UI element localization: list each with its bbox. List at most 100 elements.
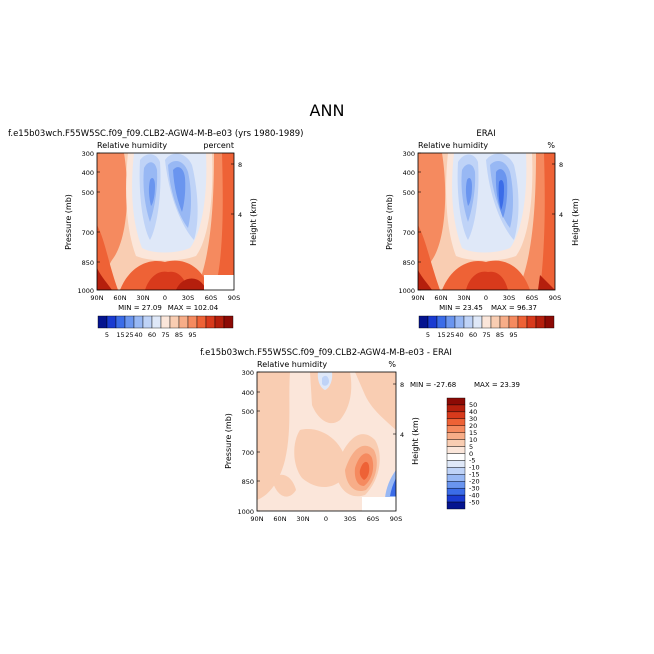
colorbar-label: 50 bbox=[469, 401, 477, 409]
y-tick-label: 850 bbox=[242, 478, 254, 486]
colorbar-swatch bbox=[446, 487, 466, 496]
y2-tick-label: 8 bbox=[238, 161, 242, 169]
colorbar-label: 30 bbox=[469, 415, 477, 423]
y-tick-label: 1000 bbox=[237, 508, 254, 516]
colorbar-swatch bbox=[446, 404, 466, 413]
colorbar-swatch bbox=[472, 315, 483, 329]
colorbar-label: 0 bbox=[469, 450, 473, 458]
colorbar-swatch bbox=[427, 315, 438, 329]
y-tick-label: 500 bbox=[242, 408, 254, 416]
max-label: MAX = 23.39 bbox=[474, 381, 520, 389]
colorbar-swatch bbox=[214, 315, 225, 329]
x-tick-label: 30N bbox=[136, 294, 149, 302]
y2-tick-label: 4 bbox=[400, 431, 404, 439]
colorbar-swatch bbox=[463, 315, 474, 329]
y-tick-label: 500 bbox=[403, 189, 415, 197]
colorbar-swatch bbox=[446, 397, 466, 406]
panel-right-label: % bbox=[388, 360, 396, 369]
colorbar-swatch bbox=[187, 315, 198, 329]
y2-tick-label: 8 bbox=[400, 381, 404, 389]
panel-right-label: % bbox=[547, 141, 555, 150]
panel-left-label: Relative humidity bbox=[418, 141, 488, 150]
y-tick-label: 300 bbox=[242, 369, 254, 377]
min-label: MIN = -27.68 bbox=[410, 381, 456, 389]
panel-title: f.e15b03wch.F55W5SC.f09_f09.CLB2-AGW4-M-… bbox=[200, 348, 452, 358]
x-tick-label: 90S bbox=[390, 515, 402, 523]
colorbar-label: 75 bbox=[161, 331, 169, 339]
colorbar-label: -5 bbox=[469, 457, 475, 465]
y-axis-title: Pressure (mb) bbox=[385, 194, 394, 250]
colorbar-swatch bbox=[446, 494, 466, 503]
colorbar-label: 40 bbox=[455, 331, 463, 339]
colorbar-label: 15 bbox=[116, 331, 124, 339]
x-tick-label: 30S bbox=[503, 294, 515, 302]
colorbar-swatch bbox=[544, 315, 555, 329]
plot-frame bbox=[417, 152, 556, 291]
contour-field bbox=[418, 153, 555, 290]
y-axis-right: 8 4 bbox=[231, 161, 242, 219]
y-tick-label: 700 bbox=[403, 229, 415, 237]
x-tick-label: 60N bbox=[434, 294, 447, 302]
colorbar-swatch bbox=[169, 315, 180, 329]
colorbar: 5 15 25 40 60 75 85 95 bbox=[418, 315, 555, 339]
y2-tick-label: 4 bbox=[238, 211, 242, 219]
x-tick-label: 90S bbox=[228, 294, 240, 302]
min-label: MIN = 27.09 bbox=[118, 304, 162, 312]
colorbar-label: -30 bbox=[469, 484, 480, 492]
y-tick-label: 1000 bbox=[77, 287, 94, 295]
x-tick-label: 60S bbox=[367, 515, 379, 523]
x-tick-label: 30N bbox=[457, 294, 470, 302]
colorbar-label: 75 bbox=[482, 331, 490, 339]
colorbar-label: -20 bbox=[469, 478, 480, 486]
colorbar-swatch bbox=[97, 315, 108, 329]
x-tick-label: 90N bbox=[250, 515, 263, 523]
x-tick-label: 90S bbox=[549, 294, 561, 302]
x-tick-label: 60N bbox=[113, 294, 126, 302]
panel-model: f.e15b03wch.F55W5SC.f09_f09.CLB2-AGW4-M-… bbox=[8, 129, 303, 339]
colorbar-swatch bbox=[445, 315, 456, 329]
y2-tick-label: 4 bbox=[559, 211, 563, 219]
x-tick-label: 30N bbox=[296, 515, 309, 523]
colorbar-label: 40 bbox=[134, 331, 142, 339]
y-axis-title: Pressure (mb) bbox=[64, 194, 73, 250]
colorbar-swatch bbox=[178, 315, 189, 329]
colorbar-label: 20 bbox=[469, 422, 477, 430]
x-axis: 90N 60N 30N 0 30S 60S 90S bbox=[90, 294, 240, 302]
y-tick-label: 300 bbox=[403, 150, 415, 158]
colorbar-swatch bbox=[446, 474, 466, 482]
min-label: MIN = 23.45 bbox=[439, 304, 483, 312]
x-tick-label: 30S bbox=[344, 515, 356, 523]
colorbar-swatch bbox=[446, 453, 466, 461]
colorbar-swatch bbox=[151, 315, 162, 329]
colorbar-swatch bbox=[418, 315, 429, 329]
y-axis-right: 8 4 bbox=[393, 381, 404, 439]
colorbar-label: 5 bbox=[426, 331, 430, 339]
colorbar-swatch bbox=[446, 446, 466, 454]
colorbar-swatch bbox=[446, 460, 466, 468]
max-label: MAX = 96.37 bbox=[491, 304, 537, 312]
y2-axis-title: Height (km) bbox=[571, 198, 580, 246]
y-axis-left: 300 400 500 700 850 1000 bbox=[237, 369, 260, 516]
y-tick-label: 850 bbox=[403, 259, 415, 267]
panel-title: ERAI bbox=[476, 129, 495, 139]
colorbar: 5 15 25 40 60 75 85 95 bbox=[97, 315, 234, 339]
colorbar-label: 40 bbox=[469, 408, 477, 416]
colorbar-swatch bbox=[106, 315, 117, 329]
colorbar-swatch bbox=[446, 439, 466, 447]
colorbar-swatch bbox=[526, 315, 537, 329]
y2-tick-label: 8 bbox=[559, 161, 563, 169]
page-title: ANN bbox=[310, 101, 345, 120]
y-axis-left: 300 400 500 700 850 1000 bbox=[398, 150, 421, 295]
colorbar-label: 5 bbox=[105, 331, 109, 339]
colorbar-swatch bbox=[115, 315, 126, 329]
colorbar-swatch bbox=[508, 315, 519, 329]
x-tick-label: 30S bbox=[182, 294, 194, 302]
colorbar-swatch bbox=[133, 315, 144, 329]
colorbar-label: -10 bbox=[469, 464, 480, 472]
panel-right-label: percent bbox=[203, 141, 234, 150]
panel-title: f.e15b03wch.F55W5SC.f09_f09.CLB2-AGW4-M-… bbox=[8, 129, 303, 139]
y-tick-label: 400 bbox=[403, 169, 415, 177]
colorbar-swatch bbox=[446, 467, 466, 475]
x-tick-label: 60S bbox=[526, 294, 538, 302]
